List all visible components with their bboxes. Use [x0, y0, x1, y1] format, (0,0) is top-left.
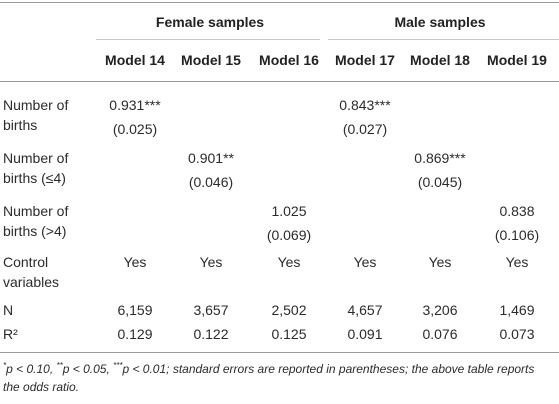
controls-model19: Yes: [505, 254, 529, 270]
group-underline-female: [96, 39, 320, 40]
n-model18: 3,206: [422, 302, 458, 318]
group-header-male: Male samples: [394, 14, 486, 30]
row-label-births-le4: Number of births (≤4): [3, 148, 68, 188]
se-births-le4-model15: (0.046): [188, 174, 234, 190]
r2-model14: 0.129: [117, 326, 153, 342]
controls-model16: Yes: [277, 254, 301, 270]
n-model16: 2,502: [271, 302, 307, 318]
group-underline-male: [328, 39, 559, 40]
row-label-r2: R²: [3, 326, 18, 342]
coef-births-model14: 0.931***: [109, 97, 161, 113]
table-bottom-rule: [0, 352, 559, 353]
footnote-part-3: p < 0.01; standard errors are reported i…: [3, 362, 535, 394]
se-births-model14: (0.025): [112, 121, 158, 137]
n-model14: 6,159: [117, 302, 153, 318]
row-label-births: Number of births: [3, 95, 68, 135]
se-births-gt4-model16: (0.069): [266, 227, 312, 243]
row-label-births-gt4: Number of births (>4): [3, 201, 68, 241]
se-births-model17: (0.027): [342, 121, 388, 137]
row-label-controls-line1: Control: [3, 254, 49, 270]
footnote-part-2: p < 0.05,: [62, 362, 114, 376]
model-header-15: Model 15: [181, 52, 241, 68]
r2-model17: 0.091: [347, 326, 383, 342]
controls-model17: Yes: [353, 254, 377, 270]
footnote-sup-3: ***: [113, 361, 123, 370]
coef-births-gt4-model16: 1.025: [271, 203, 307, 219]
n-model17: 4,657: [347, 302, 383, 318]
model-header-19: Model 19: [487, 52, 547, 68]
group-header-female: Female samples: [155, 14, 265, 30]
n-model19: 1,469: [499, 302, 535, 318]
row-label-births-line1: Number of: [3, 97, 69, 113]
row-label-births-gt4-line2: births (>4): [3, 223, 67, 239]
footnote-sup-2: **: [56, 361, 63, 370]
r2-model15: 0.122: [193, 326, 229, 342]
row-label-controls-line2: variables: [3, 274, 60, 290]
coef-births-model17: 0.843***: [339, 97, 391, 113]
r2-model18: 0.076: [422, 326, 458, 342]
controls-model15: Yes: [199, 254, 223, 270]
table-footnote: *p < 0.10, **p < 0.05, ***p < 0.01; stan…: [3, 360, 553, 396]
table-header-rule: [0, 81, 559, 82]
row-label-n: N: [3, 302, 14, 318]
n-model15: 3,657: [193, 302, 229, 318]
controls-model14: Yes: [123, 254, 147, 270]
coef-births-gt4-model19: 0.838: [499, 203, 535, 219]
footnote-sup-1: *: [3, 361, 7, 370]
model-header-17: Model 17: [335, 52, 395, 68]
r2-model19: 0.073: [499, 326, 535, 342]
r2-model16: 0.125: [271, 326, 307, 342]
row-label-births-gt4-line1: Number of: [3, 203, 69, 219]
table-top-rule: [0, 2, 559, 3]
coef-births-le4-model18: 0.869***: [414, 150, 466, 166]
row-label-births-le4-line1: Number of: [3, 150, 69, 166]
se-births-le4-model18: (0.045): [417, 174, 463, 190]
footnote-part-1: p < 0.10,: [6, 362, 57, 376]
model-header-14: Model 14: [105, 52, 165, 68]
row-label-births-line2: births: [3, 117, 38, 133]
row-label-controls: Control variables: [3, 252, 59, 292]
coef-births-le4-model15: 0.901**: [188, 150, 234, 166]
model-header-18: Model 18: [410, 52, 470, 68]
model-header-16: Model 16: [259, 52, 319, 68]
row-label-births-le4-line2: births (≤4): [3, 170, 66, 186]
controls-model18: Yes: [428, 254, 452, 270]
se-births-gt4-model19: (0.106): [494, 227, 540, 243]
